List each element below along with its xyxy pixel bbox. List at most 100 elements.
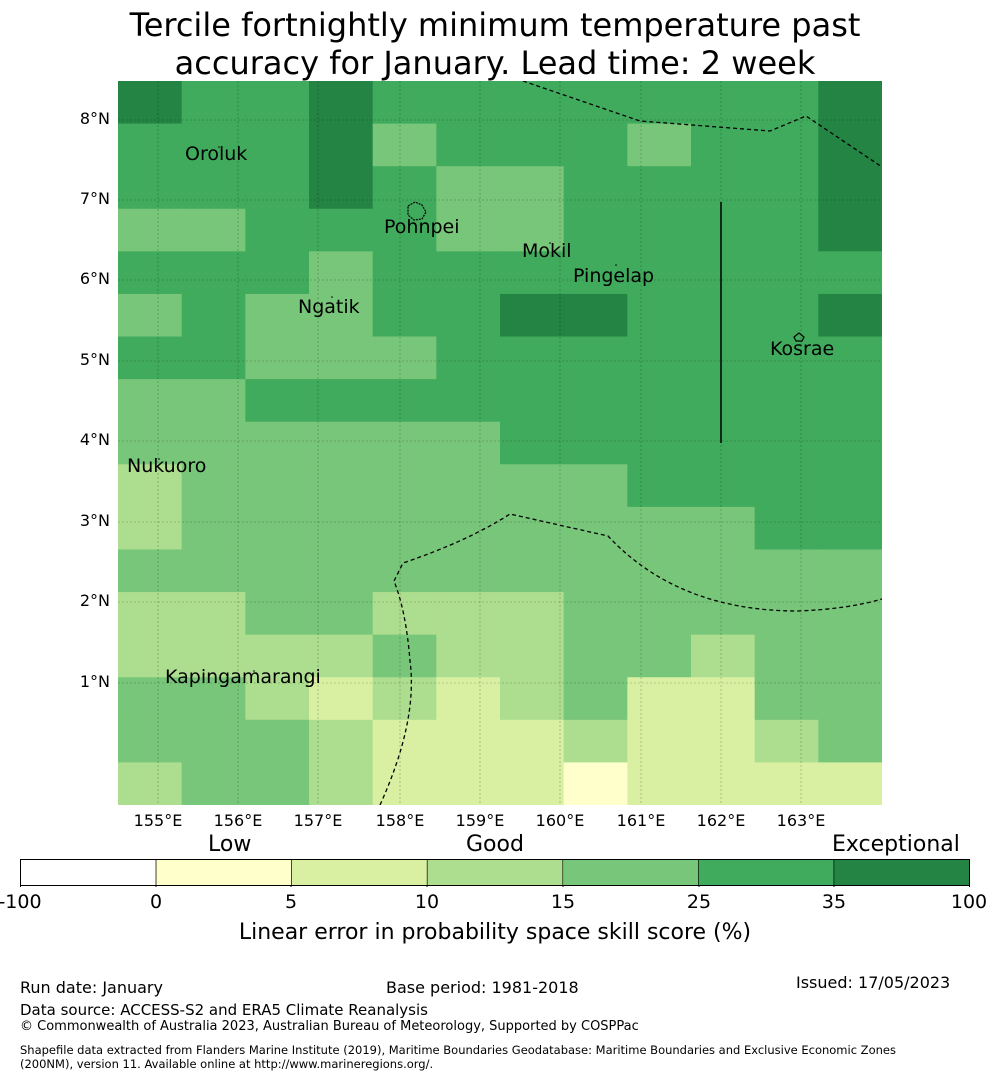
skill-cell	[309, 464, 374, 508]
cb-tick-35: 35	[821, 891, 847, 913]
skill-cell	[500, 634, 565, 678]
skill-cell	[436, 166, 501, 210]
lat-label-1n: 1°N	[79, 672, 110, 691]
skill-cell	[372, 379, 437, 423]
skill-cell	[563, 123, 628, 167]
skill-cell	[563, 421, 628, 465]
skill-cell	[181, 677, 246, 721]
skill-cell	[563, 251, 628, 295]
skill-cell	[309, 336, 374, 380]
skill-cell	[691, 421, 756, 465]
skill-cell	[691, 634, 756, 678]
skill-cell	[372, 592, 437, 636]
skill-cell	[691, 208, 756, 252]
skill-cell	[563, 379, 628, 423]
skill-cell	[118, 251, 183, 295]
skill-cell	[181, 336, 246, 380]
skill-cell	[436, 634, 501, 678]
skill-cell	[309, 762, 374, 805]
skill-cell	[436, 251, 501, 295]
island-markers	[158, 146, 617, 672]
place-label-mokil: Mokil	[522, 240, 572, 262]
skill-cell	[691, 251, 756, 295]
skill-cell	[691, 719, 756, 764]
skill-cell	[754, 549, 819, 593]
skill-cell	[500, 762, 565, 805]
lon-label-162e: 162°E	[696, 811, 746, 830]
colorbar-segments	[20, 859, 970, 886]
category-low: Low	[208, 832, 252, 857]
island-outlines	[407, 201, 805, 342]
skill-cell	[181, 293, 246, 338]
skill-cell	[436, 379, 501, 423]
cb-tick-0: 0	[149, 891, 163, 913]
shapefile-credit-line-1: Shapefile data extracted from Flanders M…	[20, 1043, 896, 1057]
skill-cell	[181, 719, 246, 764]
skill-cell	[245, 166, 310, 210]
skill-cell	[754, 421, 819, 465]
skill-cell	[500, 421, 565, 465]
colorbar-segment	[562, 859, 699, 886]
copyright: © Commonwealth of Australia 2023, Austra…	[20, 1019, 639, 1034]
skill-cell	[181, 251, 246, 295]
skill-cell	[309, 379, 374, 423]
skill-cell	[754, 506, 819, 551]
skill-cell	[818, 762, 882, 805]
skill-cell	[500, 677, 565, 721]
lon-label-156e: 156°E	[213, 811, 263, 830]
colorbar-label: Linear error in probability space skill …	[238, 920, 752, 945]
skill-cell	[372, 336, 437, 380]
skill-cell	[436, 208, 501, 252]
category-exceptional: Exceptional	[832, 832, 960, 857]
skill-cell	[181, 464, 246, 508]
lat-label-3n: 3°N	[79, 511, 110, 530]
run-date: Run date: January	[20, 978, 163, 997]
skill-cell	[118, 379, 183, 423]
colorbar	[20, 859, 970, 887]
skill-cell	[818, 293, 882, 338]
skill-cell	[118, 677, 183, 721]
skill-cell	[118, 464, 183, 508]
shapefile-credit-line-2: (200NM), version 11. Available online at…	[20, 1057, 434, 1071]
skill-cell	[627, 421, 692, 465]
skill-cell	[118, 293, 183, 338]
skill-cell	[627, 549, 692, 593]
skill-cell	[309, 421, 374, 465]
skill-cell	[627, 208, 692, 252]
skill-cell	[754, 719, 819, 764]
skill-cell	[818, 634, 882, 678]
lat-label-2n: 2°N	[79, 591, 110, 610]
cb-tick-100: 100	[950, 891, 988, 913]
skill-cell	[818, 549, 882, 593]
cb-tick-5: 5	[284, 891, 298, 913]
skill-cell	[372, 81, 437, 125]
skill-cell	[309, 123, 374, 167]
pingelap-marker	[615, 264, 617, 266]
skill-cell	[436, 677, 501, 721]
skill-cell	[245, 336, 310, 380]
skill-cell	[309, 251, 374, 295]
lat-label-4n: 4°N	[79, 430, 110, 449]
skill-cell	[818, 379, 882, 423]
skill-cell	[500, 123, 565, 167]
skill-cell	[627, 762, 692, 805]
lat-label-6n: 6°N	[79, 269, 110, 288]
colorbar-segment	[698, 859, 835, 886]
skill-cell	[818, 81, 882, 125]
skill-cell	[691, 464, 756, 508]
skill-cell	[627, 251, 692, 295]
skill-cell	[627, 677, 692, 721]
skill-cell	[627, 379, 692, 423]
skill-cell	[754, 379, 819, 423]
skill-cell	[309, 293, 374, 338]
skill-cell	[754, 251, 819, 295]
skill-cell	[436, 81, 501, 125]
skill-cell	[818, 464, 882, 508]
skill-cell	[245, 293, 310, 338]
skill-grid-cells	[118, 81, 882, 805]
mokil-marker	[549, 242, 551, 244]
skill-cell	[818, 251, 882, 295]
skill-cell	[118, 719, 183, 764]
lon-label-158e: 158°E	[375, 811, 425, 830]
place-label-ngatik: Ngatik	[298, 296, 360, 318]
